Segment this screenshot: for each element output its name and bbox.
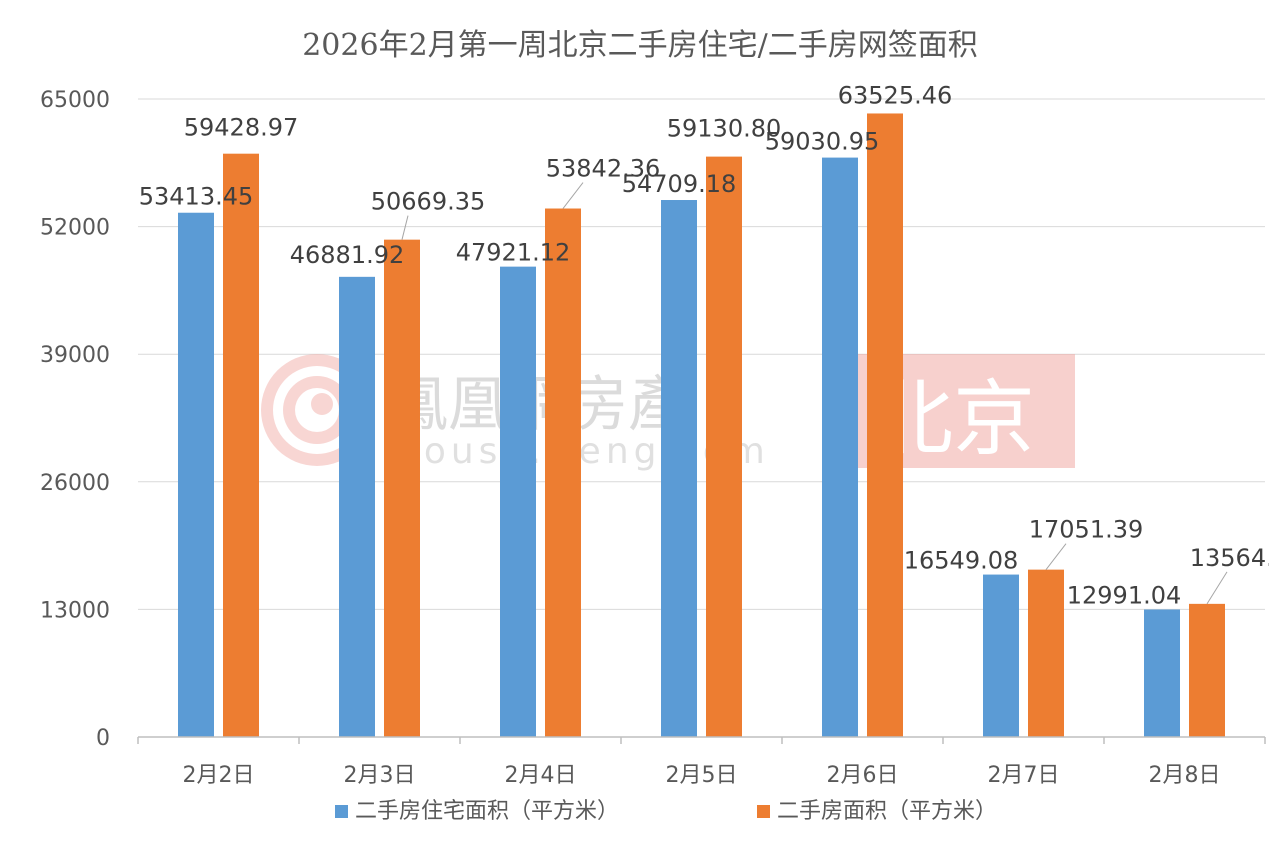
data-label: 59030.95 [765,128,880,156]
data-label: 13564.83 [1190,544,1269,572]
x-tick-label: 2月4日 [505,763,577,788]
data-label: 53842.36 [546,155,661,183]
bar-residential [983,574,1019,737]
y-tick-label: 52000 [40,216,110,241]
y-tick-label: 65000 [40,88,110,113]
x-tick-label: 2月6日 [827,763,899,788]
bar-residential [339,276,375,737]
legend-label: 二手房面积（平方米） [777,799,997,824]
x-tick-label: 2月2日 [183,763,255,788]
label-leader-line [1206,571,1228,605]
data-label: 12991.04 [1067,581,1182,609]
y-axis: 0 13000 26000 39000 52000 65000 [40,88,110,751]
bar-residential [661,200,697,737]
x-tick-label: 2月5日 [666,763,738,788]
label-leader-line [1045,543,1067,570]
bar-total [706,156,742,737]
legend-swatch [757,805,770,818]
data-label: 53413.45 [139,183,254,211]
chart-title: 2026年2月第一周北京二手房住宅/二手房网签面积 [302,28,978,63]
data-label: 46881.92 [290,241,405,269]
bar-residential [178,212,214,737]
data-label: 54709.18 [622,170,737,198]
label-leader-line [562,182,584,209]
watermark-brand: 鳳凰網房產 [388,370,688,440]
data-labels: 53413.45 59428.97 46881.92 50669.35 47921.12… [139,81,1269,609]
label-leader-line [401,215,409,240]
bar-total [1189,603,1225,737]
bar-total [545,208,581,737]
y-tick-label: 39000 [40,343,110,368]
data-label: 16549.08 [904,547,1019,575]
bar-total [223,153,259,737]
legend-swatch [335,805,348,818]
bar-residential [1144,609,1180,737]
gridlines [138,98,1265,610]
x-tick-label: 2月7日 [988,763,1060,788]
data-label: 47921.12 [456,239,571,267]
data-label: 63525.46 [838,81,953,109]
y-tick-label: 13000 [40,598,110,623]
bar-residential [822,157,858,738]
bar-total [867,113,903,738]
data-label: 59428.97 [184,114,299,142]
y-tick-label: 0 [96,726,110,751]
bar-total [1028,569,1064,737]
legend: 二手房住宅面积（平方米） 二手房面积（平方米） [335,799,997,824]
data-label: 17051.39 [1029,516,1144,544]
x-tick-label: 2月8日 [1149,763,1221,788]
data-label: 59130.80 [667,115,782,143]
y-tick-label: 26000 [40,471,110,496]
bar-total [384,239,420,738]
x-axis: 2月2日 2月3日 2月4日 2月5日 2月6日 2月7日 2月8日 [137,736,1266,788]
legend-label: 二手房住宅面积（平方米） [355,799,619,824]
data-label: 50669.35 [371,188,486,216]
bars [178,113,1225,738]
x-tick-label: 2月3日 [344,763,416,788]
bar-residential [500,266,536,737]
